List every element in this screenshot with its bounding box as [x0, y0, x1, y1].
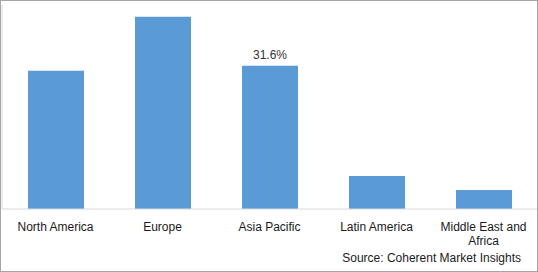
svg-text:Latin America: Latin America: [340, 220, 413, 234]
html-text:Source: Coherent Market Insigh: Source: Coherent Market Insights: [342, 251, 521, 265]
svg-text:North America: North America: [17, 220, 93, 234]
svg-text:Middle East andAfrica: Middle East andAfrica: [440, 220, 526, 248]
svg-text:Europe: Europe: [143, 220, 182, 234]
svg-text:Asia Pacific: Asia Pacific: [238, 220, 300, 234]
svg-text:31.6%: 31.6%: [253, 48, 287, 62]
